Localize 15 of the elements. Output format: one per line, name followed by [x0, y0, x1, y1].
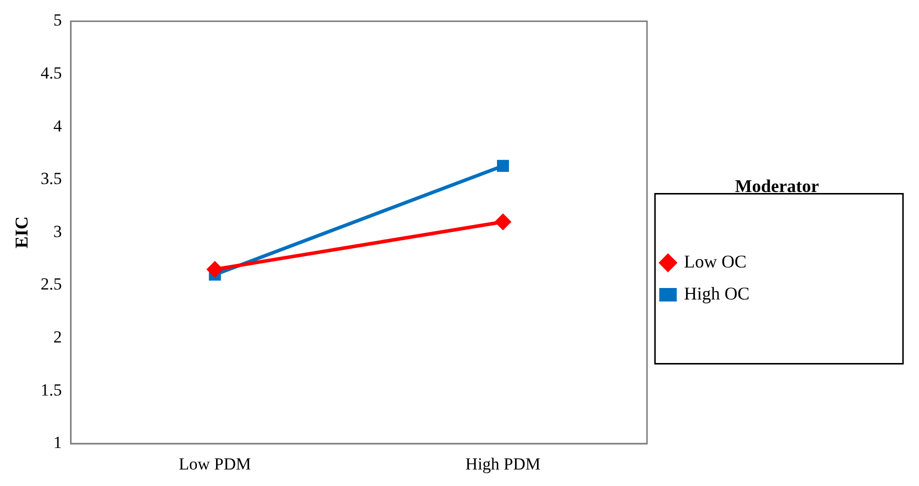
y-tick-label: 4 [53, 116, 62, 136]
x-tick-label: Low PDM [178, 454, 252, 474]
y-tick-label: 2.5 [40, 274, 62, 294]
y-axis-title: EIC [11, 216, 32, 248]
y-tick-label: 4.5 [40, 63, 62, 82]
y-tick-label: 1 [53, 433, 62, 452]
y-tick-label: 2 [53, 327, 62, 346]
legend-title: Moderator [735, 176, 819, 196]
y-tick-label: 3.5 [40, 169, 62, 188]
y-tick-label: 5 [53, 10, 62, 30]
y-tick-label: 3 [53, 222, 62, 241]
legend-label: High OC [684, 284, 750, 304]
y-tick-label: 1.5 [40, 380, 62, 400]
x-tick-label: High PDM [465, 454, 541, 474]
legend-label: Low OC [684, 252, 746, 272]
